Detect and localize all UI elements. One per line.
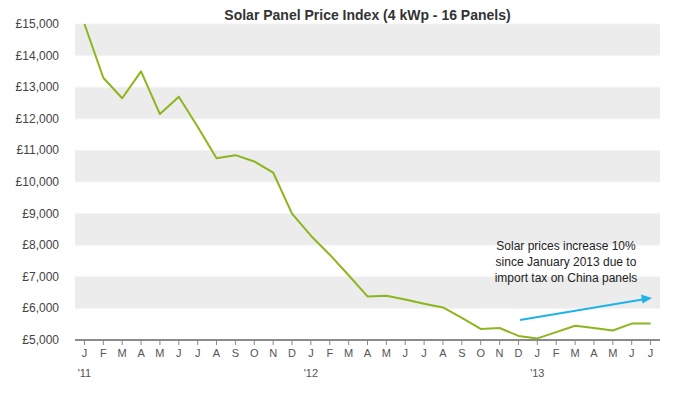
y-tick-label: £12,000 xyxy=(16,112,60,126)
annotation-text: import tax on China panels xyxy=(495,271,638,285)
x-tick xyxy=(141,340,142,345)
chart-title: Solar Panel Price Index (4 kWp - 16 Pane… xyxy=(224,7,510,23)
x-tick-label: S xyxy=(458,347,465,359)
x-tick-label: A xyxy=(439,347,447,359)
y-tick-label: £7,000 xyxy=(22,270,59,284)
x-tick-label: J xyxy=(535,347,541,359)
y-tick-label: £9,000 xyxy=(22,207,59,221)
x-tick-label: D xyxy=(288,347,296,359)
x-tick-label: J xyxy=(648,347,654,359)
x-tick xyxy=(197,340,198,345)
x-tick-label: J xyxy=(308,347,314,359)
x-tick xyxy=(480,340,481,345)
chart-container: Solar Panel Price Index (4 kWp - 16 Pane… xyxy=(0,0,683,397)
annotation-arrow xyxy=(520,299,644,320)
grid-line xyxy=(75,118,660,119)
x-tick-label: M xyxy=(608,347,617,359)
x-tick xyxy=(103,340,104,345)
x-tick xyxy=(405,340,406,345)
x-tick xyxy=(292,340,293,345)
grid-line xyxy=(75,55,660,56)
x-tick xyxy=(612,340,613,345)
x-tick-label: N xyxy=(496,347,504,359)
plot-marks xyxy=(84,24,650,338)
grid-band xyxy=(75,24,660,56)
x-tick-label: O xyxy=(250,347,259,359)
x-tick-label: F xyxy=(100,347,107,359)
price-line xyxy=(84,24,650,338)
x-tick xyxy=(84,340,85,345)
x-tick xyxy=(310,340,311,345)
x-tick xyxy=(575,340,576,345)
x-tick xyxy=(329,340,330,345)
x-tick xyxy=(461,340,462,345)
x-tick-label: J xyxy=(82,347,88,359)
x-tick-label: J xyxy=(421,347,427,359)
x-tick xyxy=(386,340,387,345)
x-tick-label: D xyxy=(514,347,522,359)
x-tick xyxy=(273,340,274,345)
x-tick-label: J xyxy=(176,347,182,359)
x-tick-label: M xyxy=(382,347,391,359)
y-tick-label: £8,000 xyxy=(22,238,59,252)
y-tick-label: £14,000 xyxy=(16,49,60,63)
x-tick-label: J xyxy=(195,347,201,359)
x-tick-label: F xyxy=(326,347,333,359)
grid-line xyxy=(75,213,660,214)
x-tick xyxy=(537,340,538,345)
x-tick xyxy=(235,340,236,345)
grid-line xyxy=(75,150,660,151)
x-tick-label: J xyxy=(629,347,635,359)
y-tick-label: £6,000 xyxy=(22,301,59,315)
x-tick-label: N xyxy=(269,347,277,359)
year-label: '12 xyxy=(304,367,318,379)
x-tick xyxy=(556,340,557,345)
x-tick-label: A xyxy=(137,347,145,359)
chart-svg: Solar Panel Price Index (4 kWp - 16 Pane… xyxy=(0,0,683,397)
y-tick-label: £13,000 xyxy=(16,80,60,94)
year-label: '13 xyxy=(530,367,544,379)
x-tick-label: M xyxy=(118,347,127,359)
y-tick-label: £11,000 xyxy=(17,143,60,157)
annotation-arrowhead xyxy=(641,295,652,304)
grid-line xyxy=(75,182,660,183)
x-tick xyxy=(254,340,255,345)
x-tick xyxy=(178,340,179,345)
x-tick xyxy=(499,340,500,345)
x-tick-label: A xyxy=(213,347,221,359)
x-tick xyxy=(631,340,632,345)
y-tick-label: £10,000 xyxy=(16,175,60,189)
x-tick-label: M xyxy=(155,347,164,359)
x-tick-label: A xyxy=(590,347,598,359)
x-tick xyxy=(650,340,651,345)
x-tick-label: M xyxy=(570,347,579,359)
y-tick-label: £5,000 xyxy=(22,333,59,347)
x-tick xyxy=(159,340,160,345)
x-tick xyxy=(442,340,443,345)
year-label: '11 xyxy=(78,367,92,379)
annotation-text: since January 2013 due to xyxy=(496,255,637,269)
grid-band xyxy=(75,87,660,119)
x-tick xyxy=(593,340,594,345)
grid-band xyxy=(75,150,660,182)
x-tick-label: O xyxy=(476,347,485,359)
x-tick xyxy=(424,340,425,345)
annotation-text: Solar prices increase 10% xyxy=(496,239,636,253)
x-tick-label: S xyxy=(232,347,239,359)
grid-line xyxy=(75,87,660,88)
y-tick-label: £15,000 xyxy=(16,17,60,31)
x-tick xyxy=(348,340,349,345)
x-tick-label: J xyxy=(402,347,408,359)
x-tick-label: M xyxy=(344,347,353,359)
x-tick xyxy=(216,340,217,345)
x-tick xyxy=(367,340,368,345)
x-tick-label: F xyxy=(553,347,560,359)
grid-line xyxy=(75,308,660,309)
x-tick-label: A xyxy=(364,347,372,359)
grid-line xyxy=(75,24,660,25)
x-tick xyxy=(122,340,123,345)
x-tick xyxy=(518,340,519,345)
